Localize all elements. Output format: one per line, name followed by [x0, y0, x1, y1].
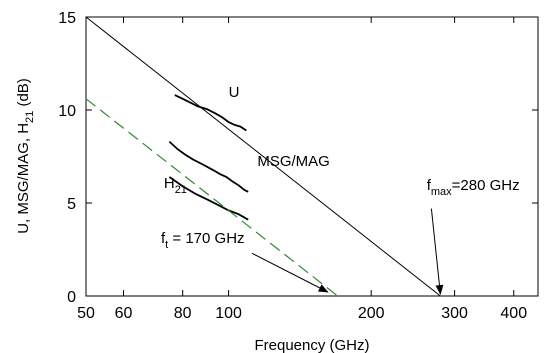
annotation-2: H21 [164, 175, 187, 196]
annotations: U MSG/MAG H21 fmax=280 GHz ft = 170 GHz [161, 84, 520, 295]
annotation-arrow-3 [430, 208, 444, 295]
series-line-0 [174, 94, 247, 132]
x-tick-label-60: 60 [115, 305, 133, 322]
y-tick-label-5: 5 [67, 196, 76, 213]
x-tick-label-400: 400 [500, 305, 527, 322]
annotation-1: MSG/MAG [257, 153, 330, 170]
y-axis-title: U, MSG/MAG, H21 (dB) [15, 78, 36, 234]
axis-ticks: 50 60 80 100 200 300 400 0 5 10 15 [58, 10, 538, 322]
x-tick-label-80: 80 [174, 305, 192, 322]
annotation-0: U [229, 84, 240, 101]
chart-marks [85, 16, 441, 297]
x-tick-label-100: 100 [215, 305, 242, 322]
y-tick-label-15: 15 [58, 10, 76, 27]
series-line-4 [85, 98, 339, 297]
y-tick-label-10: 10 [58, 103, 76, 120]
x-tick-label-300: 300 [441, 305, 468, 322]
series-line-2 [168, 176, 249, 221]
x-tick-label-200: 200 [358, 305, 385, 322]
y-axis-title-main: U, MSG/MAG, H [15, 123, 32, 234]
series-line-1 [168, 140, 249, 193]
annotation-4: ft = 170 GHz [161, 230, 245, 251]
y-axis-title-unit: (dB) [15, 78, 32, 111]
plot-frame [85, 16, 539, 297]
y-tick-label-0: 0 [67, 289, 76, 306]
annotation-3: fmax=280 GHz [427, 177, 520, 198]
y-axis-title-sub: 21 [24, 111, 36, 123]
x-axis-title: Frequency (GHz) [254, 337, 369, 353]
x-tick-label-50: 50 [77, 305, 95, 322]
annotation-arrow-4 [251, 252, 329, 293]
series-line-3 [85, 16, 441, 297]
